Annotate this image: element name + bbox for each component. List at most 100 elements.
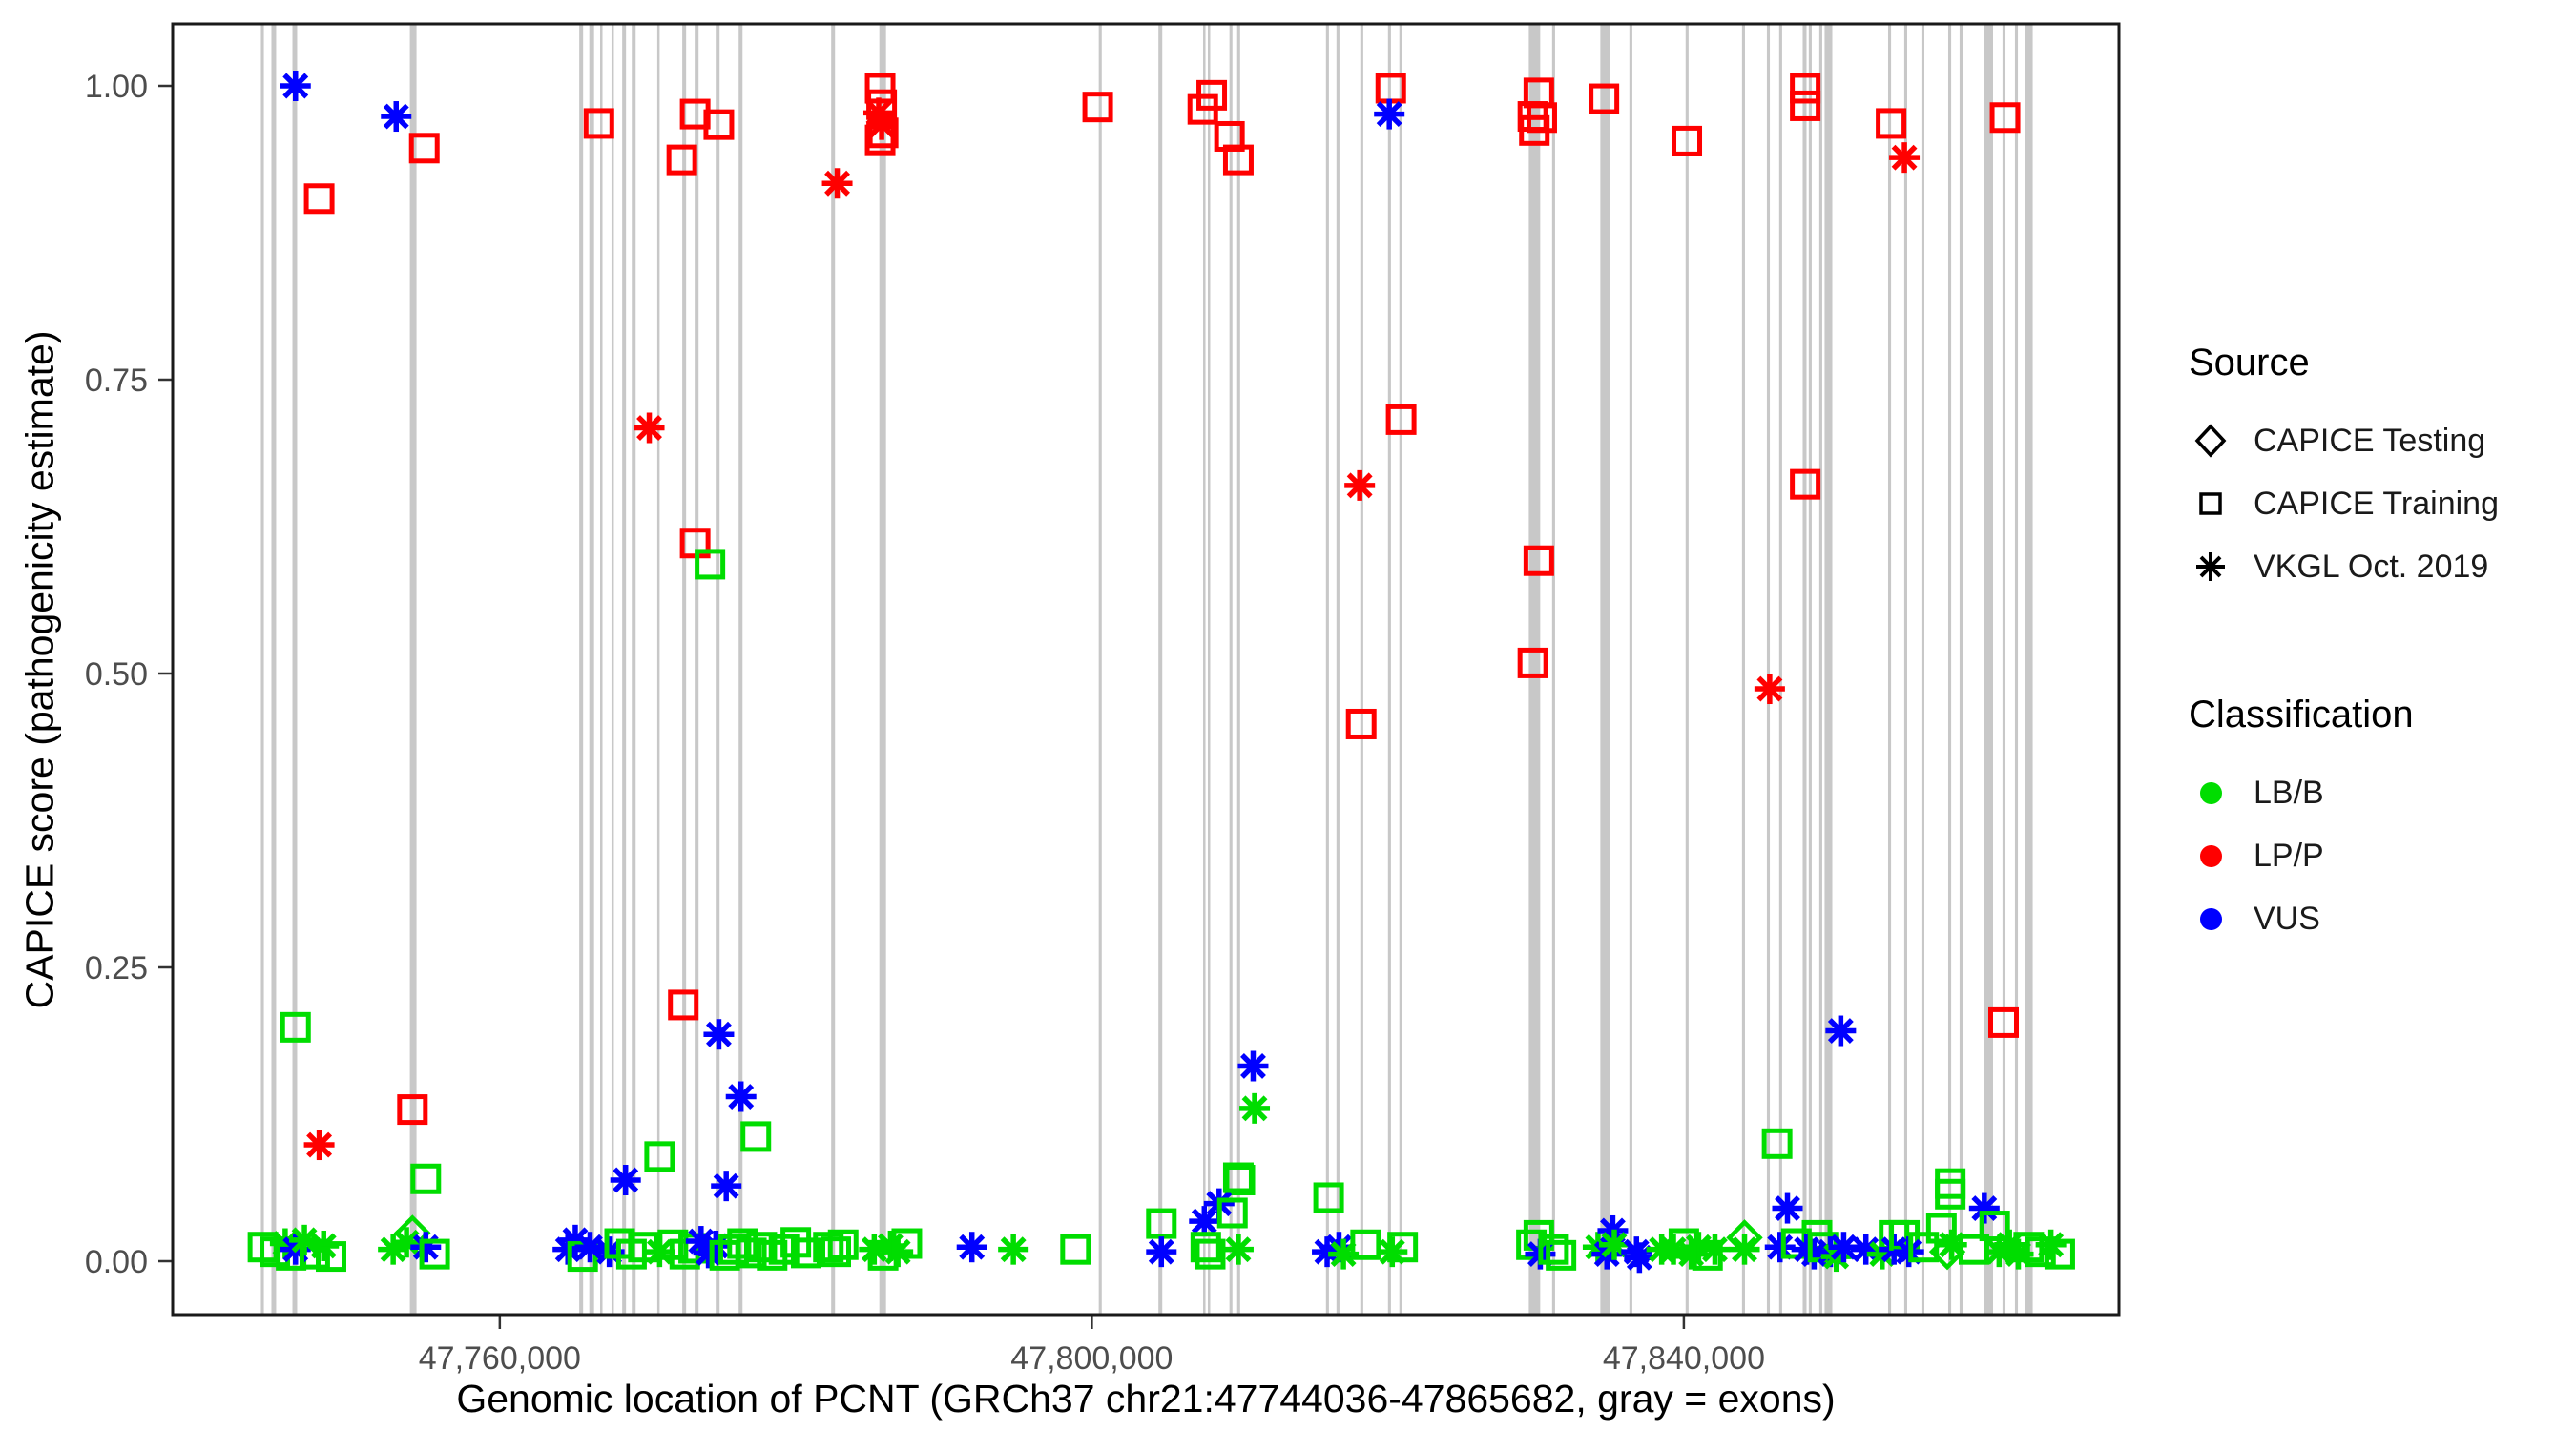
exon-bar [260, 24, 264, 1315]
point-square [891, 1228, 923, 1259]
exon-bar [1824, 24, 1833, 1315]
point-asterisk [1377, 1236, 1408, 1268]
exon-bars [260, 24, 2033, 1315]
point-asterisk [700, 1230, 732, 1261]
y-axis-title: CAPICE score (pathogenicity estimate) [17, 330, 62, 1009]
point-square [1216, 1197, 1248, 1229]
exon-bar [600, 24, 603, 1315]
point-square [1387, 1232, 1419, 1263]
legend-item-vus-label: VUS [2254, 900, 2320, 937]
exon-bar [1236, 24, 1240, 1315]
diamond-icon [2194, 424, 2227, 458]
point-square [1523, 545, 1554, 576]
point-square [1060, 1234, 1091, 1265]
point-square [315, 1241, 346, 1273]
exon-bar [271, 24, 277, 1315]
axis-ticks: 47,760,000 47,800,000 47,840,000 0.00 0.25 0.… [85, 69, 1765, 1377]
point-square [1589, 83, 1620, 114]
point-asterisk [1772, 1192, 1803, 1224]
exon-bar [1984, 24, 1993, 1315]
exon-bar [1325, 24, 1329, 1315]
point-square [1790, 468, 1821, 500]
point-square [827, 1229, 859, 1260]
exon-bar [1947, 24, 1952, 1315]
x-tick-label: 47,840,000 [1603, 1340, 1765, 1377]
point-square [1146, 1208, 1177, 1239]
exon-bar [879, 24, 886, 1315]
legend: Source CAPICE Testing CAPICE Training VKGL… [2189, 342, 2570, 950]
point-square [397, 1094, 428, 1126]
point-asterisk [1699, 1234, 1731, 1265]
point-square [1517, 647, 1548, 678]
legend-source-title: Source [2189, 342, 2310, 384]
exon-bar [1399, 24, 1402, 1315]
color-dot-icon [2199, 844, 2222, 867]
point-square [583, 108, 614, 139]
point-asterisk [1374, 98, 1405, 130]
exon-bar [1360, 24, 1363, 1315]
point-asterisk [1889, 142, 1921, 174]
point-asterisk [1754, 674, 1785, 705]
point-asterisk [1237, 1050, 1269, 1082]
exon-bar [2025, 24, 2033, 1315]
exon-bar [1528, 24, 1541, 1315]
exon-bar [1629, 24, 1632, 1315]
color-dot-icon [2199, 781, 2222, 804]
data-points [247, 71, 2075, 1274]
point-square [1516, 1229, 1548, 1260]
point-square [303, 183, 335, 215]
y-tick-label: 0.00 [85, 1244, 148, 1280]
point-square [1195, 1238, 1226, 1270]
exon-bar [1778, 24, 1782, 1315]
point-square [740, 1121, 772, 1152]
point-square [1989, 102, 2021, 134]
x-tick-label: 47,800,000 [1010, 1340, 1173, 1377]
point-square [727, 1228, 758, 1259]
exon-bar [738, 24, 743, 1315]
point-square [280, 1011, 311, 1043]
point-asterisk [703, 1019, 735, 1050]
exon-bar [1207, 24, 1211, 1315]
y-tick-label: 0.75 [85, 363, 148, 399]
point-square [1222, 1162, 1254, 1193]
legend-item-capice-training: CAPICE Training [2189, 472, 2570, 535]
exon-bar [716, 24, 720, 1315]
point-asterisk [410, 1232, 442, 1263]
point-asterisk [1968, 1192, 2000, 1224]
legend-spacer [2189, 598, 2570, 694]
exon-bar [1387, 24, 1391, 1315]
point-square [1345, 708, 1377, 739]
exon-bar [622, 24, 627, 1315]
legend-item-vkgl-oct-2019-label: VKGL Oct. 2019 [2254, 548, 2489, 585]
exon-bar [1098, 24, 1102, 1315]
point-square [1082, 92, 1113, 123]
exon-bar [1600, 24, 1610, 1315]
y-tick-label: 0.50 [85, 656, 148, 693]
point-asterisk [610, 1164, 641, 1195]
point-asterisk [998, 1234, 1029, 1265]
legend-item-lp-p-label: LP/P [2254, 837, 2324, 874]
y-tick-label: 1.00 [85, 69, 148, 105]
exon-bar [589, 24, 594, 1315]
exon-bar [1921, 24, 1924, 1315]
color-dot-icon [2199, 907, 2222, 930]
exon-bar [1551, 24, 1555, 1315]
point-square [666, 144, 697, 176]
exon-bar [1766, 24, 1771, 1315]
x-tick-label: 47,760,000 [419, 1340, 581, 1377]
point-square [820, 1236, 851, 1268]
point-square [867, 117, 899, 149]
exon-bar [2002, 24, 2006, 1315]
point-square [668, 989, 699, 1021]
point-square [644, 1141, 675, 1172]
point-square [419, 1238, 450, 1270]
point-square [1987, 1006, 2019, 1038]
exon-bar [2014, 24, 2019, 1315]
point-square [1546, 1239, 1577, 1271]
legend-item-capice-testing: CAPICE Testing [2189, 409, 2570, 472]
point-square [736, 1237, 767, 1269]
point-square [1790, 90, 1821, 121]
point-square [1935, 1178, 1966, 1210]
point-asterisk [1825, 1015, 1857, 1047]
